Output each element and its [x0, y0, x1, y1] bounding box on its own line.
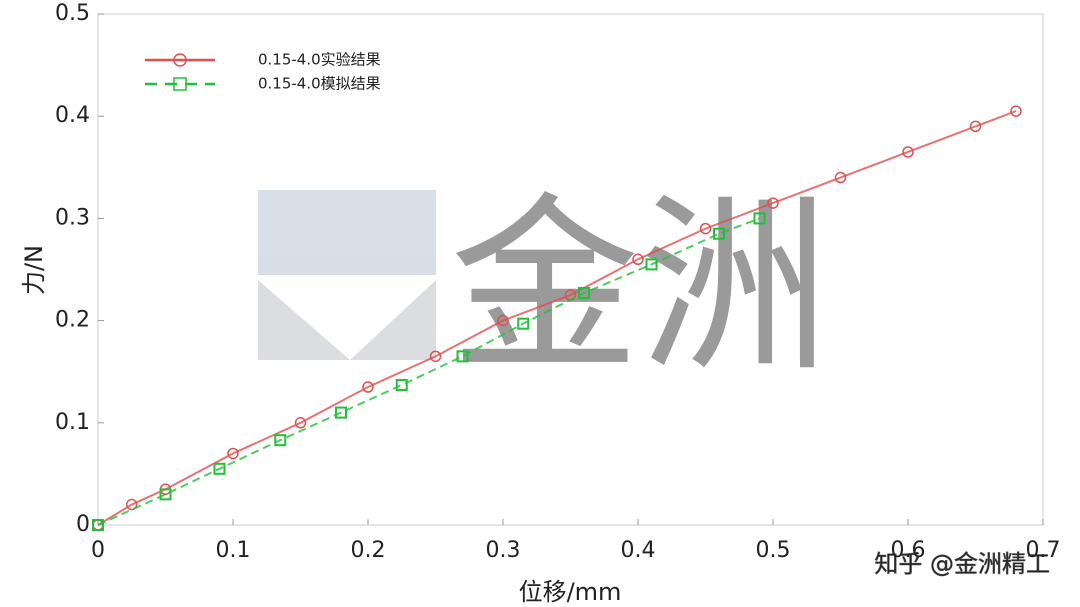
x-tick-label: 0.6: [891, 538, 926, 563]
point: [578, 287, 590, 300]
x-tick-label: 0.4: [621, 538, 656, 563]
point: [227, 447, 239, 460]
point: [429, 350, 442, 363]
y-tick-label: 0.5: [55, 1, 90, 26]
point: [126, 498, 138, 511]
x-tick-label: 0.7: [1026, 538, 1061, 563]
point: [395, 378, 408, 391]
point: [274, 434, 287, 447]
point: [632, 253, 644, 266]
point: [294, 417, 307, 429]
y-axis-label: 力/N: [20, 245, 48, 295]
x-axis-label: 位移/mm: [519, 578, 622, 606]
y-tick-label: 0.3: [55, 205, 90, 230]
point: [902, 146, 914, 158]
point: [969, 120, 982, 133]
legend-marker: [173, 77, 187, 91]
point: [699, 222, 712, 235]
point: [159, 488, 172, 501]
point: [1010, 105, 1022, 117]
point: [92, 519, 104, 531]
point: [767, 197, 779, 209]
series-line: [97, 110, 1017, 526]
point: [497, 314, 509, 327]
plot-frame: [97, 13, 1044, 526]
x-tick-label: 0.3: [486, 538, 521, 563]
point: [834, 171, 847, 184]
x-tick-label: 0: [91, 538, 105, 563]
logo-watermark: [258, 190, 436, 360]
y-tick-label: 0: [76, 512, 90, 537]
watermark: 知乎 @金洲精工: [874, 550, 1050, 578]
point: [517, 317, 530, 330]
y-tick-label: 0.1: [55, 410, 90, 435]
legend-label: 0.15-4.0模拟结果: [258, 75, 381, 93]
y-tick-label: 0.4: [55, 103, 90, 128]
point: [713, 227, 725, 240]
point: [335, 406, 347, 419]
legend-marker: [173, 53, 187, 67]
y-tick-label: 0.2: [55, 308, 90, 333]
legend-label: 0.15-4.0实验结果: [258, 51, 381, 69]
point: [213, 462, 226, 475]
x-tick-label: 0.2: [351, 538, 386, 563]
logo-text: 金洲: [450, 176, 830, 397]
point: [645, 258, 658, 271]
x-tick-label: 0.1: [216, 538, 251, 563]
x-tick-label: 0.5: [756, 538, 791, 563]
point: [456, 350, 469, 363]
point: [362, 381, 374, 393]
series-line: [97, 217, 760, 526]
point: [753, 212, 766, 225]
